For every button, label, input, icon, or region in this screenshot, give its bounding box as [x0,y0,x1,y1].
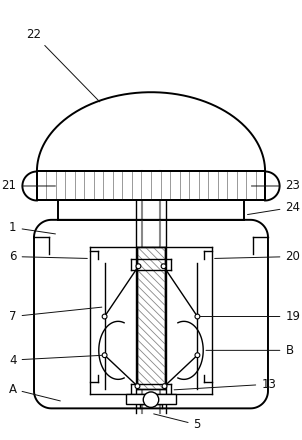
Circle shape [102,314,107,319]
Circle shape [136,264,141,269]
Text: 22: 22 [26,28,100,102]
Polygon shape [126,394,176,403]
Text: 1: 1 [9,221,56,234]
Circle shape [195,314,200,319]
Circle shape [135,384,140,389]
Text: A: A [9,382,60,401]
Circle shape [162,384,167,389]
Text: B: B [206,344,294,357]
Circle shape [143,392,159,407]
Polygon shape [137,247,165,389]
Circle shape [161,264,166,269]
Text: 6: 6 [9,250,87,263]
Text: 4: 4 [9,353,102,367]
Circle shape [102,353,107,358]
Text: 13: 13 [174,378,276,391]
Circle shape [195,353,200,358]
Text: 19: 19 [200,310,300,323]
Text: 21: 21 [2,180,55,192]
Polygon shape [37,172,265,201]
Text: 5: 5 [154,414,201,431]
Text: 7: 7 [9,307,102,323]
Text: 20: 20 [215,250,300,263]
Text: 24: 24 [248,201,300,215]
Text: 23: 23 [252,180,300,192]
